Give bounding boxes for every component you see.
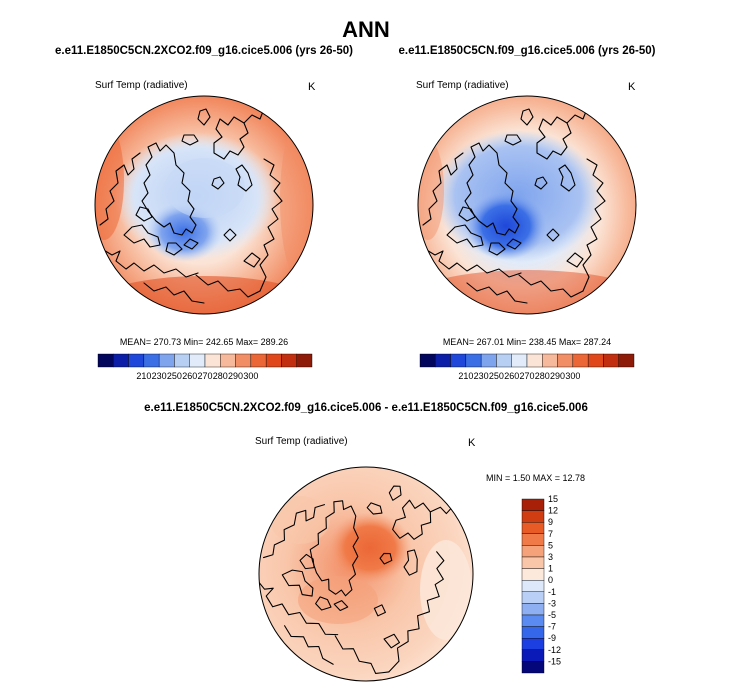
panel-2xco2-colorbar-swatch bbox=[143, 353, 160, 368]
panel-difference-colorbar-tick-label: -15 bbox=[548, 656, 561, 666]
panel-control-stats: MEAN= 267.01 Min= 238.45 Max= 287.24 bbox=[443, 337, 611, 347]
panel-2xco2-colorbar-swatch bbox=[281, 353, 297, 368]
panel-difference-colorbar-swatch bbox=[521, 661, 545, 674]
panel-difference-colorbar-swatch bbox=[521, 649, 545, 662]
panel-difference-colorbar-tick-label: -3 bbox=[548, 598, 556, 608]
panel-control-colorbar-swatch bbox=[419, 353, 436, 368]
panel-control-colorbar-swatch bbox=[496, 353, 512, 368]
panel-difference-colorbar-swatch bbox=[521, 533, 545, 546]
panel-control-colorbar-tick-label: 300 bbox=[565, 371, 580, 381]
panel-difference-colorbar-swatch bbox=[521, 626, 545, 639]
panel-2xco2-colorbar-swatch bbox=[250, 353, 267, 368]
panel-difference-colorbar-swatch bbox=[521, 556, 545, 569]
panel-control-colorbar: 210 230 250 260 270 280 290 300 bbox=[419, 353, 635, 381]
panel-control-colorbar-swatch bbox=[435, 353, 451, 368]
panel-2xco2: e.e11.E1850C5CN.2XCO2.f09_g16.cice5.006 … bbox=[55, 45, 353, 381]
panel-2xco2-colorbar-swatch bbox=[189, 353, 206, 368]
panel-control-colorbar-tick-label: 250 bbox=[489, 371, 504, 381]
panel-difference-colorbar-tick-label: 15 bbox=[548, 494, 558, 504]
panel-control-variable: Surf Temp (radiative) bbox=[416, 80, 509, 91]
panel-difference-colorbar-swatch bbox=[521, 510, 545, 523]
panel-2xco2-colorbar-tick-label: 290 bbox=[228, 371, 243, 381]
panel-2xco2-title: e.e11.E1850C5CN.2XCO2.f09_g16.cice5.006 … bbox=[55, 45, 353, 57]
panel-2xco2-colorbar-swatch bbox=[174, 353, 190, 368]
panel-difference-colorbar-tick-label: 1 bbox=[548, 564, 553, 574]
panel-difference-colorbar-swatch bbox=[521, 522, 545, 535]
panel-control-colorbar-tick-label: 260 bbox=[504, 371, 519, 381]
panel-control-colorbar-swatch bbox=[572, 353, 589, 368]
panel-control-colorbar-swatch bbox=[526, 353, 543, 368]
panel-difference-colorbar-tick-label: 5 bbox=[548, 540, 553, 550]
panel-2xco2-colorbar-swatch bbox=[97, 353, 114, 368]
panel-2xco2-colorbar-swatch bbox=[113, 353, 129, 368]
panel-control-colorbar-tick-label: 280 bbox=[535, 371, 550, 381]
panel-difference-stats: MIN = 1.50 MAX = 12.78 bbox=[486, 473, 585, 483]
panel-difference-colorbar-tick-label: 3 bbox=[548, 552, 553, 562]
panel-difference-colorbar-swatch bbox=[521, 580, 545, 593]
panel-2xco2-map bbox=[94, 95, 314, 315]
panel-difference-variable: Surf Temp (radiative) bbox=[255, 436, 348, 447]
panel-2xco2-colorbar-tick-label: 280 bbox=[213, 371, 228, 381]
panel-difference-colorbar-tick-label: -1 bbox=[548, 587, 556, 597]
panel-2xco2-variable: Surf Temp (radiative) bbox=[95, 80, 188, 91]
panel-2xco2-colorbar-swatch bbox=[128, 353, 145, 368]
panel-2xco2-colorbar-swatch bbox=[204, 353, 221, 368]
panel-difference-colorbar-swatch bbox=[521, 498, 545, 511]
panel-difference-units: K bbox=[468, 437, 476, 449]
panel-difference-colorbar-tick-label: -5 bbox=[548, 610, 556, 620]
panel-control-title: e.e11.E1850C5CN.f09_g16.cice5.006 (yrs 2… bbox=[398, 45, 655, 57]
panel-control-colorbar-swatch bbox=[557, 353, 574, 368]
panel-difference-colorbar-swatch bbox=[521, 568, 545, 581]
panel-2xco2-colorbar-tick-label: 210 bbox=[136, 371, 151, 381]
panel-difference-colorbar-swatch bbox=[521, 603, 545, 616]
panel-difference-title: e.e11.E1850C5CN.2XCO2.f09_g16.cice5.006 … bbox=[144, 402, 588, 414]
panel-difference-colorbar-tick-label: 12 bbox=[548, 506, 558, 516]
panel-2xco2-colorbar: 210 230 250 260 270 280 290 300 bbox=[97, 353, 313, 381]
panel-difference-colorbar-tick-label: -12 bbox=[548, 645, 561, 655]
panel-difference: e.e11.E1850C5CN.2XCO2.f09_g16.cice5.006 … bbox=[144, 402, 588, 682]
panel-control-colorbar-swatch bbox=[465, 353, 482, 368]
panel-control-colorbar-swatch bbox=[618, 353, 635, 368]
panel-2xco2-colorbar-tick-label: 270 bbox=[197, 371, 212, 381]
panel-difference-colorbar-swatch bbox=[521, 638, 545, 651]
panel-difference-colorbar-swatch bbox=[521, 614, 545, 627]
panel-difference-colorbar-tick-label: 7 bbox=[548, 529, 553, 539]
figure-title: ANN bbox=[342, 17, 390, 42]
panel-difference-map bbox=[258, 466, 474, 682]
panel-control-colorbar-tick-label: 290 bbox=[550, 371, 565, 381]
panel-2xco2-colorbar-swatch bbox=[158, 353, 175, 368]
panel-control-colorbar-swatch bbox=[450, 353, 467, 368]
panel-2xco2-colorbar-swatch bbox=[220, 353, 236, 368]
panel-control-colorbar-tick-label: 270 bbox=[519, 371, 534, 381]
panel-2xco2-colorbar-swatch bbox=[235, 353, 252, 368]
panel-control-colorbar-swatch bbox=[511, 353, 528, 368]
panel-2xco2-colorbar-tick-label: 300 bbox=[243, 371, 258, 381]
panel-2xco2-colorbar-swatch bbox=[296, 353, 313, 368]
panel-difference-colorbar-swatch bbox=[521, 591, 545, 604]
panel-2xco2-colorbar-swatch bbox=[265, 353, 282, 368]
panel-control-map bbox=[417, 95, 637, 315]
panel-control-colorbar-tick-label: 210 bbox=[458, 371, 473, 381]
panel-difference-colorbar-tick-label: -9 bbox=[548, 633, 556, 643]
panel-2xco2-units: K bbox=[308, 81, 316, 93]
panel-difference-colorbar-tick-label: 9 bbox=[548, 517, 553, 527]
panel-control-colorbar-swatch bbox=[587, 353, 604, 368]
panel-difference-colorbar-swatch bbox=[521, 545, 545, 558]
panel-control-units: K bbox=[628, 81, 636, 93]
panel-difference-colorbar-tick-label: -7 bbox=[548, 622, 556, 632]
panel-2xco2-colorbar-tick-label: 250 bbox=[167, 371, 182, 381]
panel-difference-colorbar: -15-12 -9-7 -5 -3-1 01 3 57 912 15 bbox=[521, 494, 561, 674]
panel-2xco2-stats: MEAN= 270.73 Min= 242.65 Max= 289.26 bbox=[120, 337, 288, 347]
panel-control-colorbar-swatch bbox=[603, 353, 619, 368]
panel-control-colorbar-tick-label: 230 bbox=[474, 371, 489, 381]
panel-2xco2-colorbar-tick-label: 260 bbox=[182, 371, 197, 381]
panel-control-colorbar-swatch bbox=[542, 353, 558, 368]
panel-control-colorbar-swatch bbox=[480, 353, 497, 368]
panel-control: e.e11.E1850C5CN.f09_g16.cice5.006 (yrs 2… bbox=[398, 45, 655, 381]
panel-2xco2-colorbar-tick-label: 230 bbox=[152, 371, 167, 381]
panel-difference-colorbar-tick-label: 0 bbox=[548, 575, 553, 585]
